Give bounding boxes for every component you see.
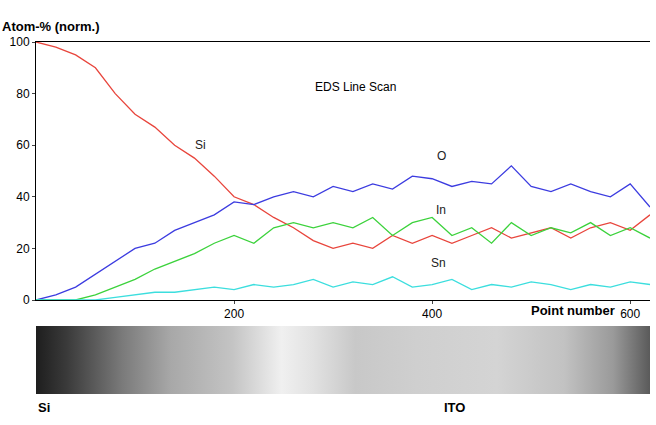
- svg-text:0: 0: [23, 293, 30, 307]
- svg-text:100: 100: [10, 35, 30, 49]
- html-text:ITO: ITO: [444, 400, 466, 415]
- html-text:Si: Si: [38, 400, 51, 415]
- svg-text:In: In: [436, 203, 446, 217]
- svg-text:O: O: [437, 149, 446, 163]
- svg-text:Atom-% (norm.): Atom-% (norm.): [2, 19, 100, 34]
- svg-text:20: 20: [16, 242, 30, 256]
- svg-text:400: 400: [422, 307, 442, 321]
- svg-text:600: 600: [620, 307, 640, 321]
- svg-text:60: 60: [16, 138, 30, 152]
- svg-text:40: 40: [16, 190, 30, 204]
- svg-text:80: 80: [16, 87, 30, 101]
- svg-text:200: 200: [224, 307, 244, 321]
- svg-text:Si: Si: [195, 138, 206, 152]
- svg-text:Sn: Sn: [431, 256, 446, 270]
- svg-text:Point number: Point number: [531, 303, 615, 318]
- svg-text:EDS Line Scan: EDS Line Scan: [315, 80, 396, 94]
